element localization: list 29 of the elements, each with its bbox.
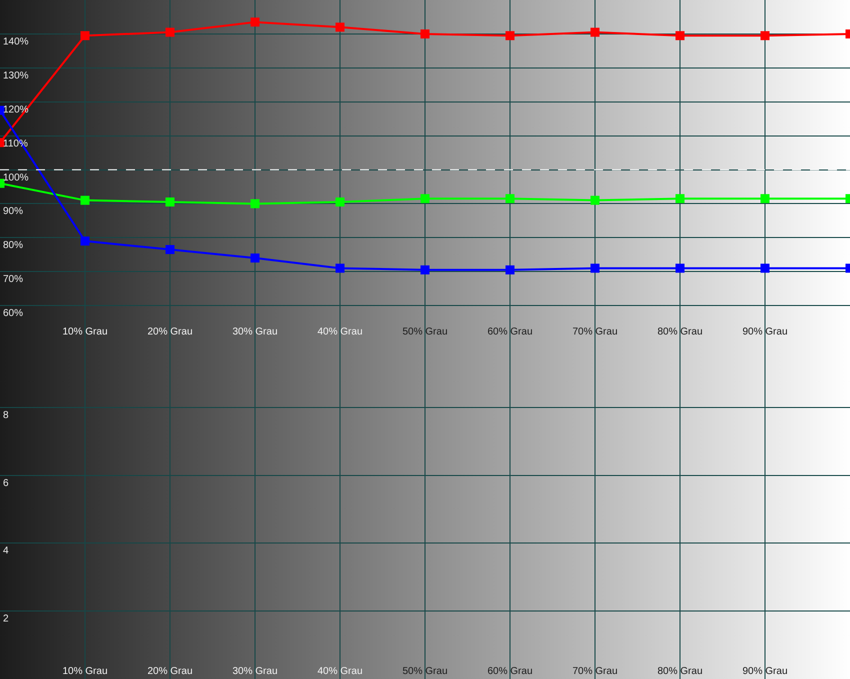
x-tick-label: 80% Grau — [657, 326, 703, 338]
y-tick-label: 130% — [3, 70, 29, 82]
y-tick-label: 90% — [3, 206, 24, 218]
x-tick-label: 80% Grau — [657, 666, 703, 677]
y-tick-label: 60% — [3, 308, 24, 320]
x-tick-label: 40% Grau — [317, 666, 363, 677]
y-tick-label: 4 — [3, 546, 9, 557]
y-tick-label: 140% — [3, 36, 29, 48]
y-tick-label: 100% — [3, 172, 29, 184]
x-tick-label: 40% Grau — [317, 326, 363, 338]
x-tick-label: 70% Grau — [572, 666, 618, 677]
x-tick-label: 60% Grau — [487, 326, 533, 338]
x-tick-label: 20% Grau — [147, 666, 193, 677]
x-tick-label: 30% Grau — [232, 326, 278, 338]
x-tick-label: 90% Grau — [742, 666, 788, 677]
y-tick-label: 80% — [3, 240, 24, 252]
x-tick-label: 70% Grau — [572, 326, 618, 338]
y-tick-label: 2 — [3, 614, 9, 625]
x-tick-label: 50% Grau — [402, 326, 448, 338]
y-tick-label: 8 — [3, 410, 9, 421]
x-tick-label: 60% Grau — [487, 666, 533, 677]
x-tick-label: 10% Grau — [62, 326, 108, 338]
x-tick-label: 50% Grau — [402, 666, 448, 677]
y-tick-label: 70% — [3, 274, 24, 286]
x-tick-label: 20% Grau — [147, 326, 193, 338]
x-tick-label: 30% Grau — [232, 666, 278, 677]
y-tick-label: 6 — [3, 478, 9, 489]
x-tick-label: 10% Grau — [62, 666, 108, 677]
x-tick-label: 90% Grau — [742, 326, 788, 338]
